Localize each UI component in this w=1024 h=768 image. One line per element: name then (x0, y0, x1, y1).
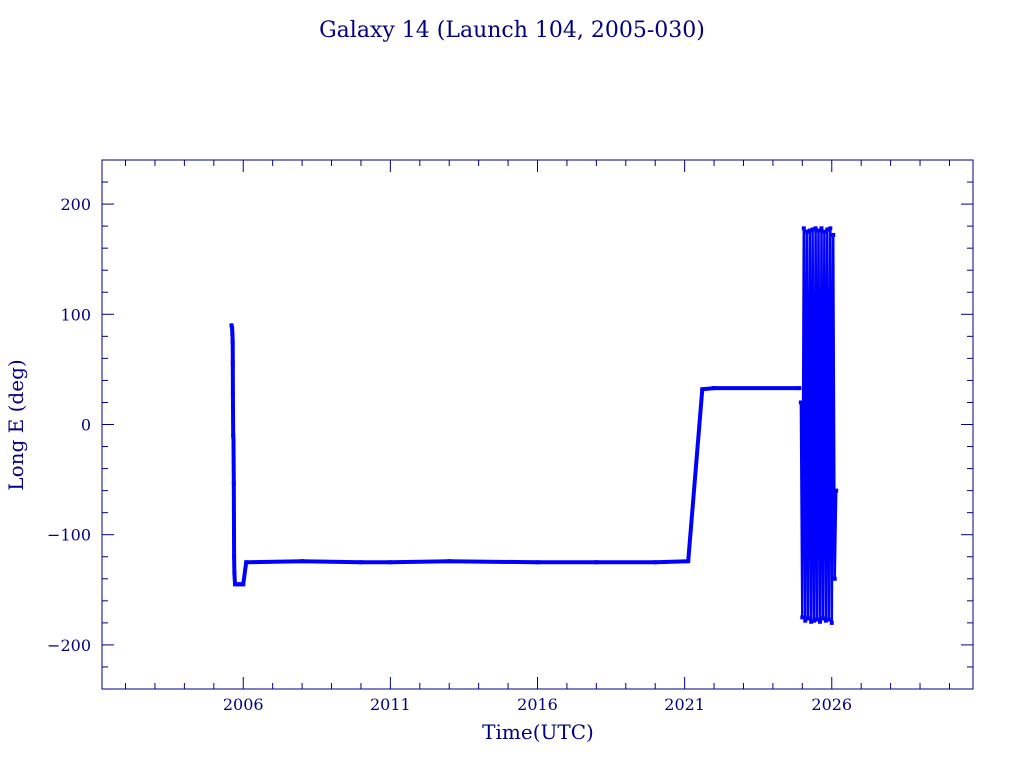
data-point (828, 226, 833, 231)
data-point (232, 554, 237, 559)
y-tick-label: 100 (60, 305, 91, 324)
data-point (300, 559, 305, 564)
data-point (233, 582, 238, 587)
data-point (831, 232, 836, 237)
data-point (235, 582, 240, 587)
data-point (826, 617, 831, 622)
y-axis-label: Long E (deg) (4, 359, 28, 490)
axis-ticks: 2006 2011 2016 2021 2026 200 100 0 −100 −200 (47, 159, 973, 714)
data-point (231, 439, 236, 444)
data-point (230, 332, 235, 337)
data-point (800, 615, 805, 620)
data-point (230, 391, 235, 396)
data-point (834, 488, 839, 493)
data-point (820, 616, 825, 621)
data-point (712, 386, 717, 391)
data-point (231, 480, 236, 485)
data-point (798, 400, 803, 405)
x-tick-label: 2021 (664, 695, 705, 714)
y-tick-label: −100 (47, 526, 91, 545)
x-tick-label: 2026 (811, 695, 852, 714)
data-point (815, 617, 820, 622)
data-point (829, 620, 834, 625)
data-point (653, 560, 658, 565)
data-point (809, 619, 814, 624)
x-tick-label: 2016 (517, 695, 558, 714)
data-point (819, 226, 824, 231)
data-point (825, 227, 830, 232)
data-point (232, 571, 237, 576)
data-point (813, 226, 818, 231)
y-tick-label: −200 (47, 636, 91, 655)
data-point (244, 560, 249, 565)
data-point (535, 560, 540, 565)
series-line-2 (799, 227, 838, 625)
data-point (231, 433, 236, 438)
x-tick-label: 2011 (370, 695, 411, 714)
y-tick-label: 200 (60, 195, 91, 214)
data-point (700, 387, 705, 392)
data-point (822, 229, 827, 234)
data-point (388, 560, 393, 565)
data-point (238, 582, 243, 587)
data-point (358, 560, 363, 565)
data-point (804, 229, 809, 234)
x-axis-label: Time(UTC) (482, 720, 594, 744)
data-point (806, 616, 811, 621)
data-point (686, 559, 691, 564)
data-point (807, 228, 812, 233)
data-point (230, 325, 235, 330)
y-tick-label: 0 (81, 416, 91, 435)
data-point (801, 226, 806, 231)
x-tick-label: 2006 (223, 695, 264, 714)
data-point (447, 559, 452, 564)
data-point (594, 560, 599, 565)
data-point (229, 323, 234, 328)
data-point (230, 339, 235, 344)
data-point (812, 618, 817, 623)
data-point (823, 618, 828, 623)
data-point (810, 227, 815, 232)
data-point (832, 576, 837, 581)
data-point (816, 228, 821, 233)
data-point (241, 582, 246, 587)
data-point (230, 360, 235, 365)
data-series (229, 226, 839, 625)
data-point (817, 619, 822, 624)
chart-title: Galaxy 14 (Launch 104, 2005-030) (319, 18, 705, 43)
data-point (797, 386, 802, 391)
series-line-1 (229, 324, 800, 587)
data-point (803, 618, 808, 623)
